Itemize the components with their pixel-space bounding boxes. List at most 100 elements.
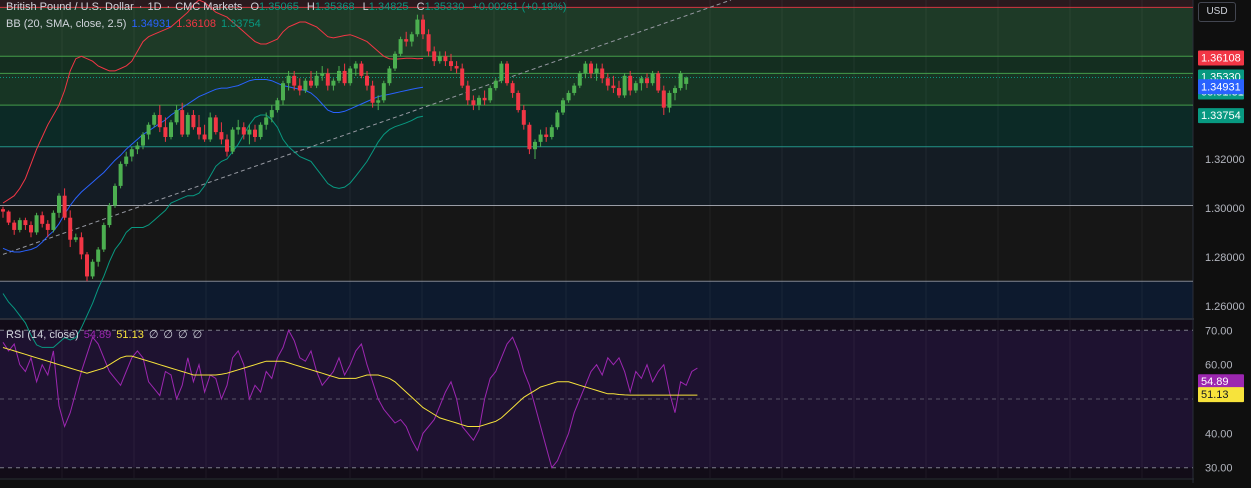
candle-body — [437, 56, 442, 62]
candle-body — [622, 75, 627, 96]
candle-body — [645, 78, 649, 84]
candle — [516, 90, 521, 113]
candle-body — [163, 127, 168, 137]
price-zone — [0, 146, 1193, 206]
candle-body — [398, 39, 403, 54]
candle-body — [101, 225, 106, 250]
candle-body — [353, 63, 358, 69]
candle — [309, 70, 313, 89]
candle — [678, 70, 683, 91]
candle-body — [449, 61, 453, 67]
candle — [236, 119, 241, 135]
candle — [202, 124, 207, 142]
candle — [510, 80, 515, 98]
candle-body — [264, 117, 269, 125]
candle-body — [337, 70, 341, 81]
candle — [566, 90, 571, 103]
candle — [169, 119, 173, 140]
bb-upper-line — [2, 0, 424, 204]
candle — [437, 51, 442, 64]
candle-body — [667, 92, 672, 108]
candle — [258, 122, 263, 140]
candle-body — [505, 63, 509, 84]
symbol-name[interactable]: British Pound / U.S. Dollar — [6, 1, 134, 13]
rsi-ma-value: 51.13 — [116, 329, 144, 341]
candle — [376, 95, 381, 111]
rsi-tick-label: 70.00 — [1205, 325, 1233, 337]
candle-body — [219, 132, 224, 140]
candle — [174, 105, 179, 125]
candle-body — [297, 85, 302, 91]
candle-body — [628, 75, 633, 91]
candle-body — [152, 114, 157, 125]
high-value: 1.35368 — [314, 1, 355, 13]
candle-body — [393, 53, 397, 69]
candle — [34, 212, 39, 235]
upper-band-badge-text: 1.36108 — [1201, 53, 1241, 65]
rsi-value: 54.89 — [83, 329, 112, 341]
candle — [633, 80, 638, 93]
candle — [68, 210, 73, 248]
rsi-legend[interactable]: RSI (14, close) 54.89 51.13 ∅ ∅ ∅ ∅ — [6, 328, 207, 341]
candle-body — [381, 83, 386, 101]
candle-body — [113, 185, 117, 206]
rsi-extra-4: ∅ — [192, 329, 203, 341]
candle — [331, 78, 336, 91]
candle-body — [589, 63, 593, 74]
candle-body — [23, 220, 28, 226]
candle — [381, 80, 386, 103]
interval-label[interactable]: 1D — [147, 1, 162, 13]
candle-body — [292, 75, 297, 86]
candle-body — [275, 100, 280, 111]
candle-body — [197, 127, 201, 135]
candle-body — [471, 100, 476, 106]
candle — [549, 124, 554, 140]
candle-body — [79, 237, 84, 255]
candle — [404, 31, 409, 47]
basis-badge-box — [1198, 79, 1244, 95]
candle-body — [169, 122, 173, 137]
candle-body — [191, 114, 196, 128]
close-value: 1.35330 — [424, 1, 465, 13]
candle-body — [572, 85, 577, 93]
candle-body — [6, 211, 11, 223]
candle-body — [566, 92, 571, 101]
rsi-tick-label: 30.00 — [1205, 463, 1233, 475]
candle-body — [51, 212, 56, 230]
rsi-ma-badge-box — [1198, 387, 1244, 403]
bb-upper-value: 1.36108 — [176, 18, 216, 30]
candle — [398, 36, 403, 57]
candle — [101, 222, 106, 252]
candle-body — [544, 134, 549, 137]
candle-body — [241, 127, 246, 135]
candle-body — [404, 39, 409, 42]
candle-body — [454, 66, 459, 69]
candle-body — [538, 134, 543, 142]
candle-body — [633, 83, 638, 91]
rsi-legend-label[interactable]: RSI (14, close) — [6, 329, 79, 341]
price-zone — [0, 205, 1193, 282]
candle-body — [673, 88, 677, 93]
candle-body — [656, 73, 661, 91]
candle — [661, 85, 666, 115]
symbol-legend[interactable]: British Pound / U.S. Dollar · 1D · CMC Marke… — [6, 1, 567, 13]
candle-body — [141, 134, 145, 146]
candle — [645, 73, 649, 89]
candle — [499, 61, 504, 84]
candle-body — [309, 80, 313, 86]
candle-body — [68, 217, 73, 240]
bb-legend-label[interactable]: BB (20, SMA, close, 2.5) — [6, 18, 127, 30]
candle-body — [320, 73, 325, 76]
candle-body — [208, 117, 213, 140]
candle-body — [303, 80, 308, 91]
candle-body — [577, 73, 582, 86]
candle-body — [62, 195, 67, 218]
currency-button[interactable]: USD — [1198, 2, 1236, 22]
candle — [415, 14, 420, 37]
candle — [667, 90, 672, 113]
candle-body — [387, 68, 392, 84]
bb-legend[interactable]: BB (20, SMA, close, 2.5) 1.34931 1.36108 1.… — [6, 18, 266, 30]
candle-body — [174, 110, 179, 123]
candle — [62, 188, 67, 221]
